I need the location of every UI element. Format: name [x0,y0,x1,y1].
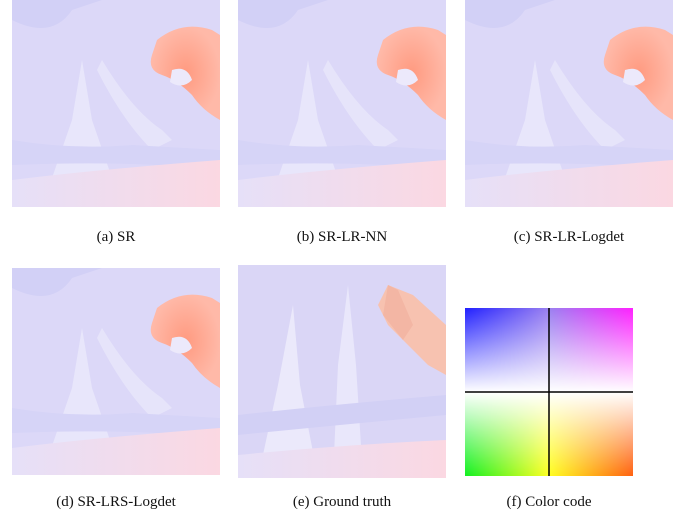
flow-image-d [12,268,220,475]
caption-text: SR-LR-NN [318,229,387,245]
caption-label: (b) [297,229,315,245]
caption: (a) SR [97,229,136,245]
caption: (e) Ground truth [293,494,392,510]
caption: (c) SR-LR-Logdet [514,229,625,245]
caption-label: (f) [507,494,522,510]
figure: (a) SR (b) SR-LR-NN (c) SR-LR-Logdet (d)… [0,0,693,517]
caption-label: (d) [56,494,74,510]
caption: (d) SR-LRS-Logdet [56,494,176,510]
caption-label: (e) [293,494,310,510]
page: (a) SR (b) SR-LR-NN (c) SR-LR-Logdet (d)… [0,0,693,517]
caption-text: SR [117,229,135,245]
caption-text: SR-LRS-Logdet [77,494,176,510]
color-code-image [465,308,633,476]
flow-image-c [465,0,673,207]
caption: (b) SR-LR-NN [297,229,388,245]
caption-label: (c) [514,229,531,245]
caption-text: Color code [525,494,592,510]
caption-text: SR-LR-Logdet [534,229,625,245]
caption-label: (a) [97,229,114,245]
caption: (f) Color code [507,494,592,510]
flow-image-a [12,0,220,207]
ground-truth-image [238,265,446,478]
flow-image-b [238,0,446,207]
caption-text: Ground truth [313,494,391,510]
